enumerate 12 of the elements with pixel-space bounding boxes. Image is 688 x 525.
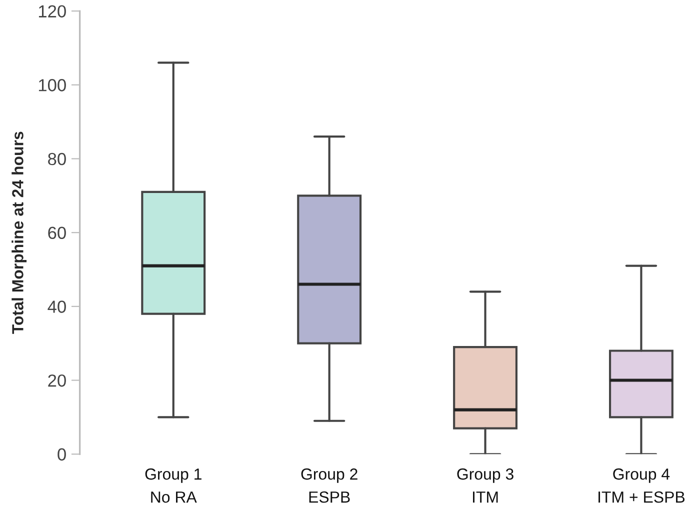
y-axis-title: Total Morphine at 24 hours [12, 132, 27, 334]
y-tick-label: 60 [48, 226, 66, 240]
y-tick-label: 120 [38, 5, 66, 18]
y-tick-label: 0 [58, 448, 66, 461]
y-tick-label: 20 [48, 374, 66, 387]
x-tick-label: Group 3 ITM [457, 468, 514, 503]
x-tick-label: Group 1 No RA [145, 468, 202, 503]
y-tick-label: 40 [48, 300, 66, 313]
x-tick-label: Group 4 ITM + ESPB [598, 468, 685, 503]
x-tick-label: Group 2 ESPB [301, 468, 358, 503]
y-tick-label: 80 [48, 152, 66, 166]
y-tick-label: 100 [38, 79, 66, 92]
